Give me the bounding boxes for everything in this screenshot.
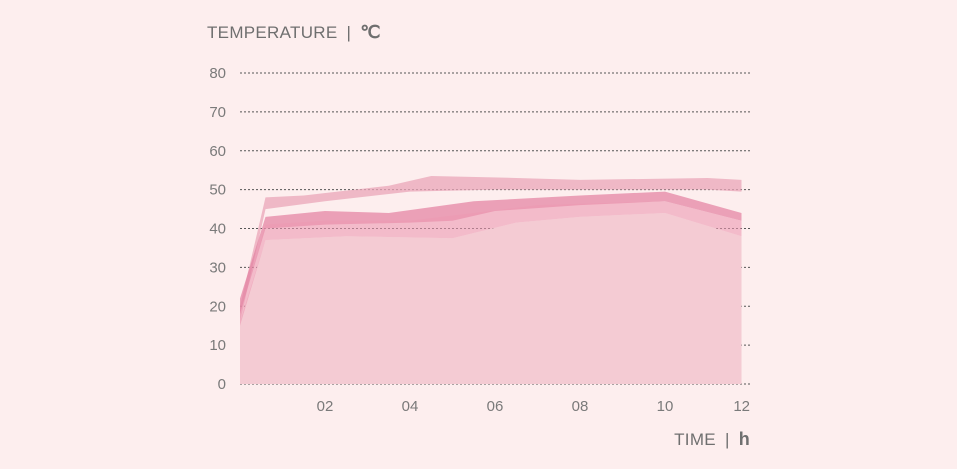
- x-tick-label: 12: [733, 398, 750, 415]
- band-area-3: [240, 201, 742, 326]
- y-tick-label: 30: [209, 259, 226, 276]
- y-tick-label: 60: [209, 143, 226, 160]
- x-tick-label: 04: [402, 398, 419, 415]
- y-tick-label: 0: [218, 376, 226, 393]
- x-tick-labels: 02 04 06 08 10 12: [317, 398, 750, 415]
- y-tick-labels: 0 10 20 30 40 50 60 70 80: [209, 65, 226, 393]
- x-tick-label: 08: [572, 398, 589, 415]
- y-axis-title-text: TEMPERATURE: [207, 23, 338, 42]
- x-tick-label: 06: [487, 398, 504, 415]
- x-axis-unit: h: [739, 429, 750, 449]
- base-area: [240, 212, 742, 384]
- y-axis-separator: |: [347, 23, 352, 42]
- y-axis-unit: ℃: [360, 22, 381, 42]
- x-axis-title: TIME | h: [674, 429, 750, 449]
- y-tick-label: 80: [209, 65, 226, 82]
- x-tick-label: 02: [317, 398, 334, 415]
- x-tick-label: 10: [657, 398, 674, 415]
- y-tick-label: 40: [209, 221, 226, 238]
- y-tick-label: 10: [209, 337, 226, 354]
- y-tick-label: 70: [209, 104, 226, 121]
- x-axis-title-text: TIME: [674, 430, 716, 449]
- y-axis-title: TEMPERATURE | ℃: [207, 22, 381, 42]
- data-areas: [240, 176, 742, 384]
- y-tick-label: 50: [209, 182, 226, 199]
- x-axis-separator: |: [725, 430, 730, 449]
- y-tick-label: 20: [209, 298, 226, 315]
